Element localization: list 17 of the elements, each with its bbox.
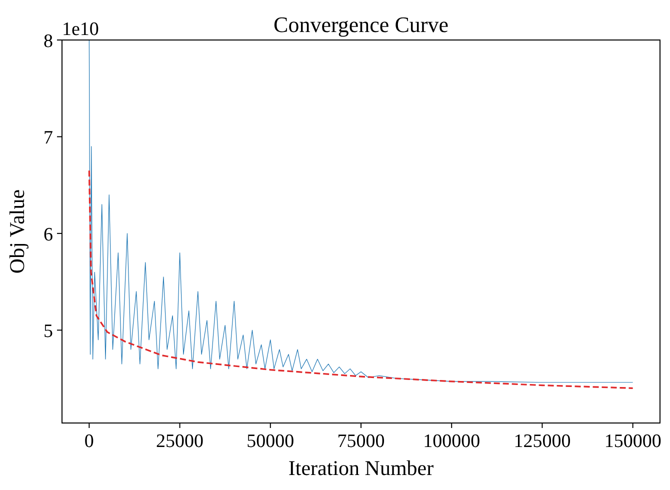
y-tick-label: 6 [44, 224, 53, 246]
y-tick-label: 5 [44, 321, 53, 342]
annotation: 1e10 [62, 19, 99, 40]
line-series [88, 170, 634, 389]
y-axis-title: Obj Value [5, 189, 29, 274]
x-tick-label: 100000 [423, 431, 480, 452]
x-tick-label: 25000 [156, 431, 204, 452]
chart-title: Convergence Curve [274, 12, 448, 37]
x-axis-title: Iteration Number [288, 456, 434, 480]
y-tick-label: 8 [44, 31, 53, 52]
line-series [88, 40, 634, 383]
x-tick-label: 125000 [514, 431, 571, 452]
y-tick-label: 7 [44, 128, 53, 149]
x-tick-label: 150000 [604, 431, 662, 452]
x-tick-label: 0 [84, 431, 94, 452]
x-tick-label: 75000 [337, 431, 385, 452]
x-tick-label: 50000 [246, 431, 294, 452]
